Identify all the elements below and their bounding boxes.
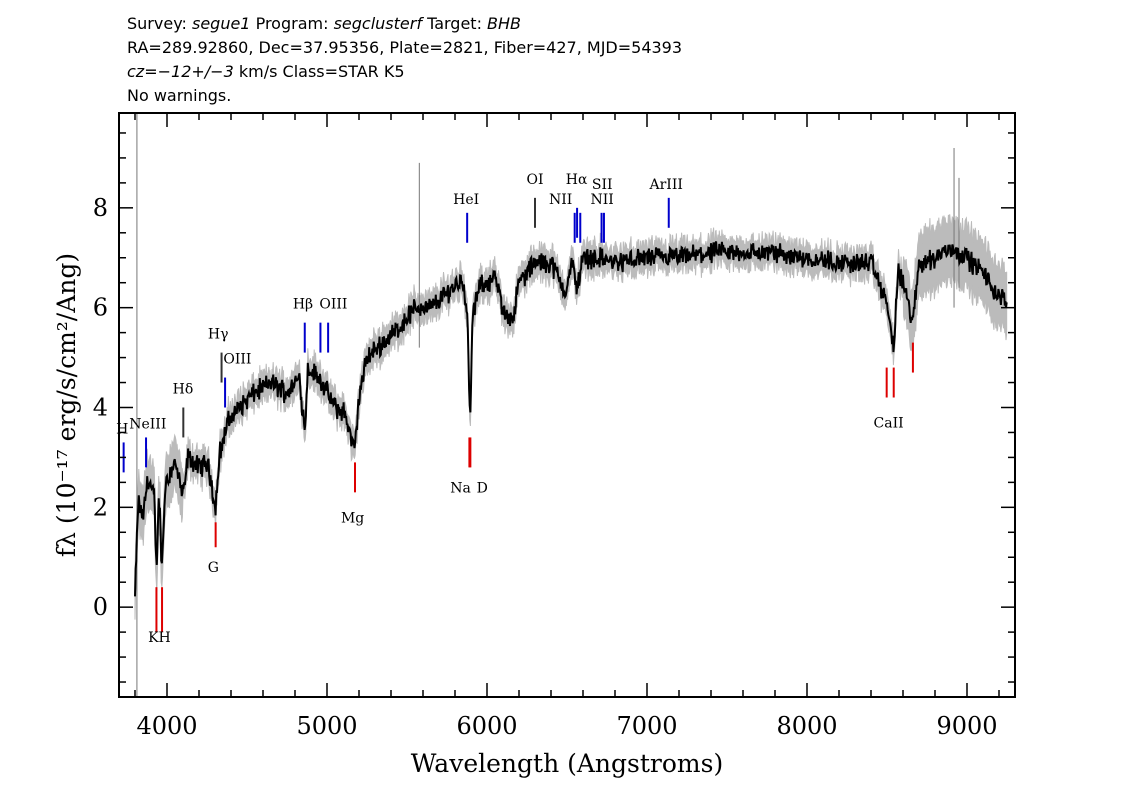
- emission-label: OIII: [223, 352, 251, 368]
- emission-label: OI: [526, 172, 543, 188]
- absorption-label: CaII: [874, 415, 904, 431]
- y-tick-label: 4: [93, 393, 108, 421]
- program-label: Program:: [255, 14, 329, 33]
- x-axis-label: Wavelength (Angstroms): [411, 749, 723, 778]
- emission-label: HeI: [453, 192, 479, 208]
- x-tick-label: 6000: [456, 712, 517, 740]
- target-label: Target:: [427, 14, 482, 33]
- emission-label: NeIII: [129, 416, 166, 432]
- absorption-label: Na: [450, 480, 471, 496]
- emission-label: NII: [549, 192, 572, 208]
- absorption-label: G: [208, 560, 219, 576]
- absorption-label: Mg: [341, 510, 364, 526]
- plot-frame: [118, 112, 1016, 698]
- header-line-survey: Survey: segue1 Program: segclusterf Targ…: [127, 12, 682, 36]
- header-line-redshift: cz=−12+/−3 km/s Class=STAR K5: [127, 60, 682, 84]
- x-tick-label: 9000: [936, 712, 997, 740]
- spectrum-header: Survey: segue1 Program: segclusterf Targ…: [127, 12, 682, 108]
- emission-label: Hβ: [293, 297, 313, 313]
- y-axis-label: fλ (10⁻¹⁷ erg/s/cm²/Ang): [52, 253, 81, 557]
- x-tick-label: 8000: [776, 712, 837, 740]
- cz-rest: km/s Class=STAR K5: [233, 62, 405, 81]
- x-tick-label: 5000: [296, 712, 357, 740]
- sky-residuals: [136, 113, 960, 697]
- x-tick-label: 7000: [616, 712, 677, 740]
- header-line-coordinates: RA=289.92860, Dec=37.95356, Plate=2821, …: [127, 38, 683, 57]
- header-line-warnings: No warnings.: [127, 86, 232, 105]
- program-value: segclusterf: [333, 14, 422, 33]
- emission-label: Hα: [566, 172, 588, 188]
- absorption-label: D: [477, 480, 488, 496]
- error-band: [134, 214, 1008, 620]
- y-tick-label: 0: [93, 593, 108, 621]
- axis-ticks: 4000 5000 6000 7000 8000 9000 0 2 4 6 8: [93, 113, 1015, 740]
- emission-label: H: [116, 421, 128, 437]
- absorption-label: H: [158, 630, 170, 646]
- survey-value: segue1: [191, 14, 251, 33]
- flux-line: [134, 241, 1008, 597]
- x-tick-label: 4000: [136, 712, 197, 740]
- error-band-area: [134, 214, 1008, 620]
- target-value: BHB: [487, 14, 522, 33]
- flux-series: [134, 241, 1008, 597]
- survey-label: Survey:: [127, 14, 187, 33]
- emission-label: Hγ: [208, 327, 229, 343]
- emission-label: NII: [591, 192, 614, 208]
- emission-label: ArIII: [648, 177, 682, 193]
- absorption-label: K: [148, 630, 159, 646]
- spectral-line-markers: HNeIIIHδHγOIIIHβOIIIOIIIHeIOINIIHαNIISII…: [116, 172, 914, 646]
- cz-label: cz=: [127, 62, 158, 81]
- y-tick-label: 2: [93, 493, 108, 521]
- emission-label: SII: [592, 177, 613, 193]
- emission-label: OIII: [319, 297, 347, 313]
- emission-label: Hδ: [173, 382, 194, 398]
- y-tick-label: 6: [93, 294, 108, 322]
- y-tick-label: 8: [93, 194, 108, 222]
- cz-value: −12+/−3: [157, 62, 234, 81]
